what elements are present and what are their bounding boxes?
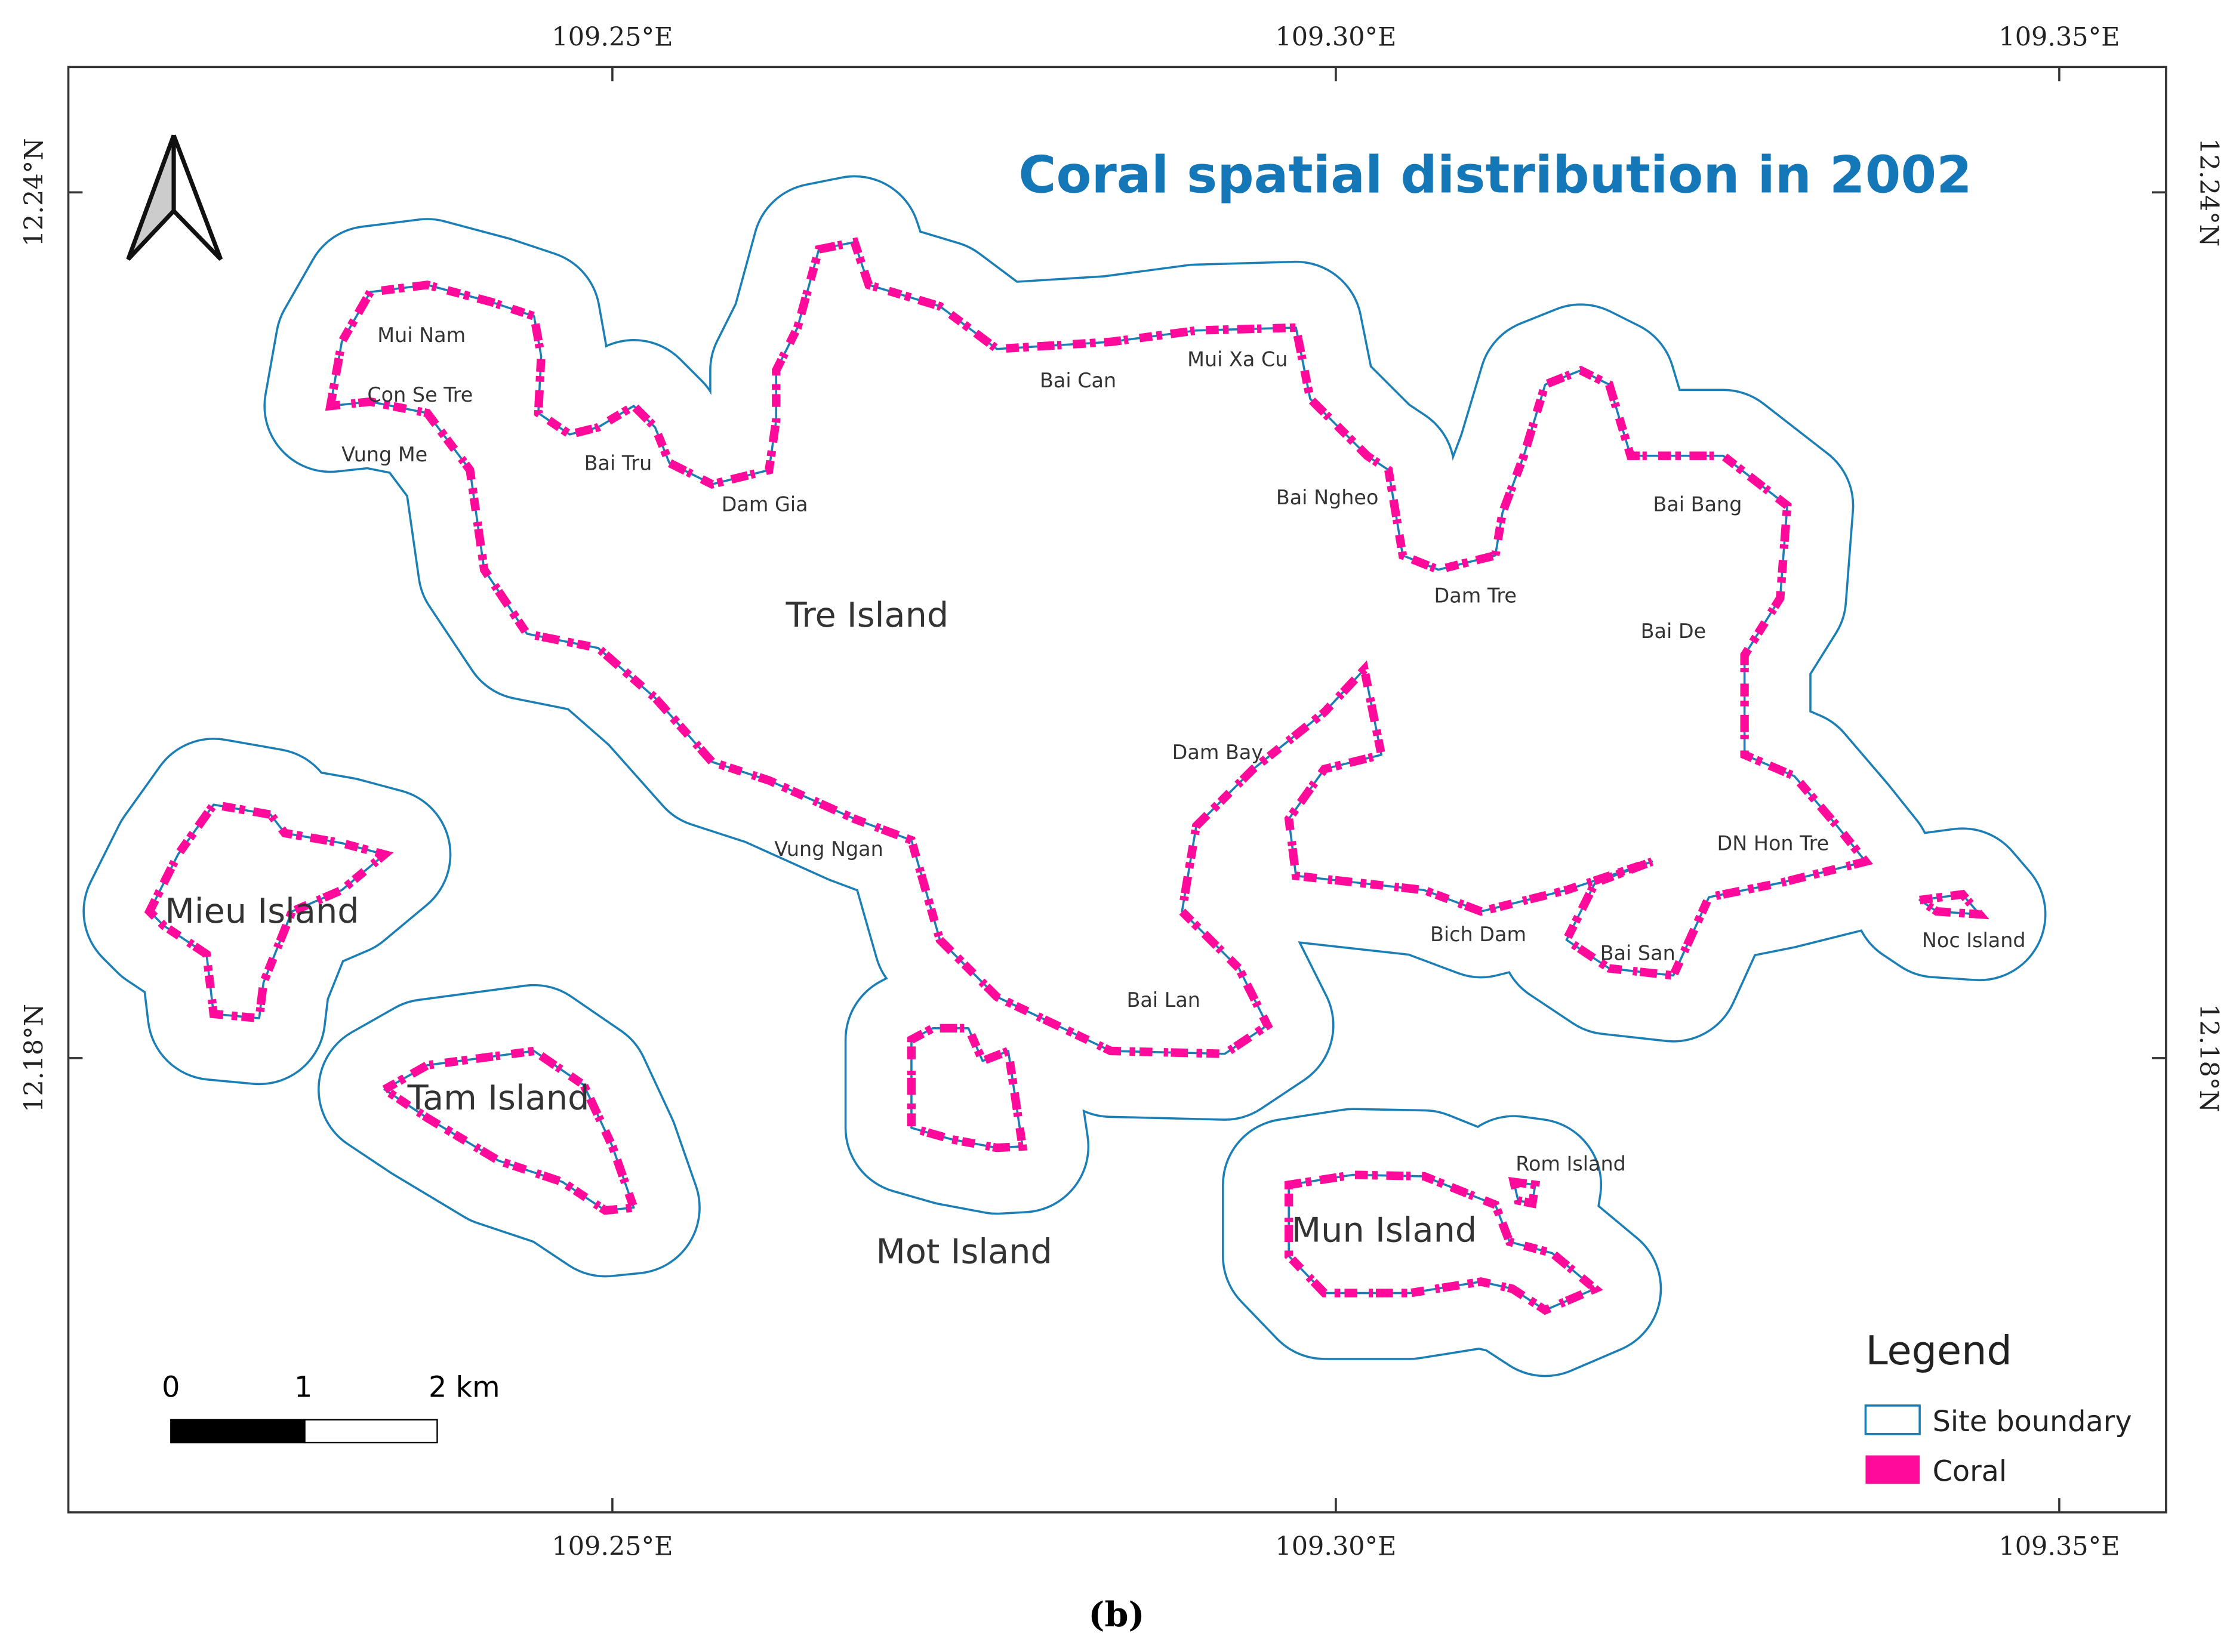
legend-label: Coral [1933,1455,2007,1488]
place-label: Mieu Island [165,891,359,931]
lon-label: 109.35°E [1998,23,2120,53]
place-label: Bai Tru [584,452,652,475]
lon-label: 109.25°E [552,23,673,53]
place-label: Dam Gia [722,493,808,516]
lon-label: 109.25°E [552,1532,673,1562]
scale-label: 0 [162,1371,180,1404]
map-title: Coral spatial distribution in 2002 [1018,145,1972,205]
legend-swatch [1865,1455,1920,1484]
place-label: Vung Me [341,443,427,466]
lon-label: 109.30°E [1275,1532,1396,1562]
place-label: Bai Lan [1126,988,1200,1012]
place-label: Dam Bay [1172,741,1263,764]
place-label: Bai Ngheo [1276,486,1379,509]
north-arrow [126,134,223,261]
scale-bar: 0 1 2 km [162,1371,500,1444]
lat-label: 12.24°N [2194,138,2223,246]
place-label: Bai Bang [1653,493,1742,516]
legend-title: Legend [1865,1327,2012,1374]
lat-label: 12.24°N [20,138,50,246]
place-label: Bai De [1641,620,1707,643]
place-label: Tam Island [407,1078,590,1118]
place-label: Noc Island [1922,929,2026,952]
lon-label: 109.30°E [1275,23,1396,53]
place-label: Rom Island [1516,1152,1626,1175]
place-label: Mun Island [1292,1210,1477,1250]
place-label: DN Hon Tre [1717,832,1829,855]
scale-label: 1 [294,1371,312,1404]
caption: (b) [1088,1594,1144,1635]
place-label: Bai Can [1040,369,1116,392]
place-label: Bich Dam [1430,923,1526,946]
legend-swatch [1864,1404,1921,1435]
place-label: Bai San [1600,941,1675,964]
place-label: Dam Tre [1434,584,1517,607]
legend: Legend Site boundary Coral [1864,1327,2132,1488]
place-label: Mui Nam [377,323,466,347]
place-label: Tre Island [786,595,949,635]
place-label: Mui Xa Cu [1187,347,1288,371]
place-label: Con Se Tre [367,383,473,406]
place-label: Vung Ngan [774,837,883,861]
lat-label: 12.18°N [20,1004,50,1112]
legend-label: Site boundary [1933,1406,2132,1438]
place-label: Mot Island [876,1231,1052,1271]
place-labels: Mui Nam Con Se Tre Vung Me Bai Tru Dam G… [165,323,2025,1272]
scale-label: 2 km [429,1371,500,1404]
lat-label: 12.18°N [2194,1004,2223,1112]
lon-label: 109.35°E [1998,1532,2120,1562]
